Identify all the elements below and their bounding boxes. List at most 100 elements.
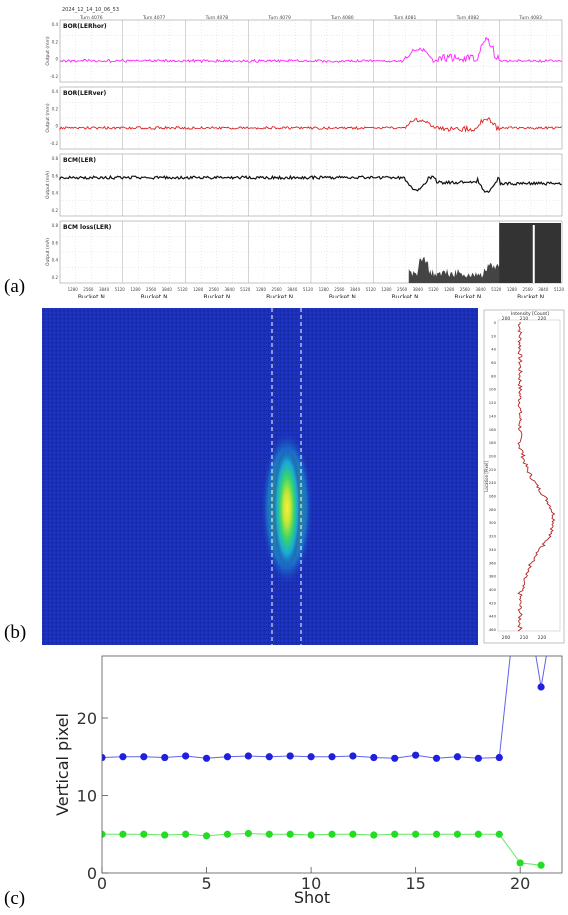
data-point-0: [453, 753, 462, 761]
camera-background: [42, 308, 478, 645]
x-axis-label: Bucket N: [392, 294, 419, 298]
data-point-1: [516, 859, 524, 867]
profile-top-tick: 200: [502, 316, 511, 322]
y-tick-label: 0.4: [52, 191, 59, 196]
data-point-1: [349, 830, 357, 838]
panel-a-row: 0.8 0.6 0.4 0.2 BCM loss(LER) Output (mA): [45, 220, 563, 284]
data-point-1: [432, 830, 441, 838]
x-tick-label: 2560: [460, 287, 471, 292]
x-tick-label: 2560: [83, 287, 94, 292]
x-tick-label: 1280: [444, 287, 455, 292]
profile-y-tick: 440: [489, 614, 497, 619]
data-point-1: [102, 830, 106, 838]
profile-y-tick: 420: [489, 600, 497, 605]
row-title: BCM loss(LER): [63, 224, 112, 231]
x-tick-label: 3840: [224, 287, 235, 292]
data-point-1: [495, 830, 503, 838]
profile-y-tick: 260: [489, 494, 497, 499]
profile-title: Intensity [Count]: [511, 311, 549, 317]
data-point-1: [412, 830, 420, 838]
x-tick-label: 0: [97, 874, 107, 893]
data-point-0: [412, 751, 420, 759]
x-tick-label: 1280: [193, 287, 204, 292]
loss-histogram: [408, 256, 501, 283]
panel-a-timestamp: 2024_12_14_10_06_53: [62, 7, 119, 13]
x-tick-label: 2560: [146, 287, 157, 292]
x-axis-label: Bucket N: [329, 294, 356, 298]
x-tick-label: 3840: [99, 287, 110, 292]
data-point-0: [102, 753, 106, 762]
profile-y-label: Location [Pixel]: [484, 461, 489, 492]
series-line-0: [102, 656, 547, 759]
panel-c: 0 10 20 0 5 10 15 20 Shot Vertical pixel: [42, 648, 566, 910]
x-axis-title: Shot: [294, 888, 330, 907]
data-point-0: [307, 753, 315, 761]
x-axis-label: Bucket N: [78, 294, 105, 298]
data-point-0: [140, 753, 148, 761]
x-axis-label: Bucket N: [266, 294, 293, 298]
panel-label-c: (c): [4, 888, 26, 909]
turn-label: Turn 4080: [330, 15, 354, 21]
data-point-1: [537, 861, 545, 869]
panel-b: Intensity [Count] 200 210 220 200 210 220 0 20 40…: [42, 308, 566, 645]
profile-plot-area: [497, 319, 561, 632]
profile-y-tick: 120: [489, 400, 497, 405]
turn-label: Turn 4083: [518, 15, 542, 21]
row-y-label: Output (mA): [45, 171, 51, 199]
x-tick-label: 1280: [130, 287, 141, 292]
data-point-1: [161, 831, 169, 839]
turn-label: Turn 4076: [79, 15, 103, 21]
data-point-1: [474, 830, 482, 838]
y-tick-label: 0.2: [52, 275, 59, 280]
data-point-0: [244, 752, 252, 760]
x-tick-label: 5120: [491, 287, 502, 292]
profile-y-tick: 240: [489, 480, 497, 485]
data-point-0: [202, 754, 211, 762]
x-tick-label: 1280: [319, 287, 330, 292]
data-point-1: [286, 830, 294, 838]
x-axis-label: Bucket N: [203, 294, 230, 298]
x-tick-label: 2560: [523, 287, 534, 292]
panel-a-row: 0.8 0.6 0.4 0.2 BCM(LER) Output (mA): [45, 153, 563, 217]
panel-label-a: (a): [4, 276, 26, 297]
profile-y-tick: 300: [489, 520, 497, 525]
row-title: BCM(LER): [63, 157, 96, 164]
data-point-1: [119, 830, 127, 838]
y-tick-label: 0.6: [52, 173, 59, 178]
x-tick-label: 1280: [507, 287, 518, 292]
y-tick-label: 10: [77, 787, 97, 806]
x-axis-label: Bucket N: [141, 294, 168, 298]
profile-top-tick: 210: [520, 316, 529, 322]
x-tick-label: 2560: [334, 287, 345, 292]
waveform-trace: [59, 117, 562, 133]
x-tick-label: 1280: [68, 287, 79, 292]
x-tick-label: 1280: [381, 287, 392, 292]
data-point-0: [495, 753, 503, 762]
data-point-0: [119, 753, 127, 761]
loss-saturated-block: [499, 223, 561, 283]
profile-y-tick: 20: [491, 333, 496, 338]
x-tick-label: 5: [201, 874, 211, 893]
y-tick-label: 0.4: [52, 22, 59, 27]
turn-label: Turn 4077: [142, 15, 166, 21]
profile-y-tick: 160: [489, 427, 497, 432]
profile-y-tick: 400: [489, 587, 497, 592]
plot-area: [102, 656, 547, 869]
data-point-0: [474, 754, 482, 762]
plot-frame: [101, 655, 563, 874]
vertical-pixel-chart: 0 10 20 0 5 10 15 20 Shot Vertical pixel: [53, 655, 563, 907]
data-point-0: [286, 752, 294, 760]
profile-y-tick: 140: [489, 413, 497, 418]
data-point-0: [182, 752, 190, 760]
data-point-0: [432, 754, 441, 762]
beam-spot: [273, 446, 301, 570]
profile-y-tick: 280: [489, 507, 497, 512]
profile-y-tick: 460: [489, 627, 497, 632]
data-point-0: [265, 753, 273, 761]
data-point-1: [453, 830, 462, 838]
x-tick-label: 2560: [397, 287, 408, 292]
turn-label: Turn 4078: [205, 15, 229, 21]
profile-y-tick: 40: [491, 347, 496, 352]
